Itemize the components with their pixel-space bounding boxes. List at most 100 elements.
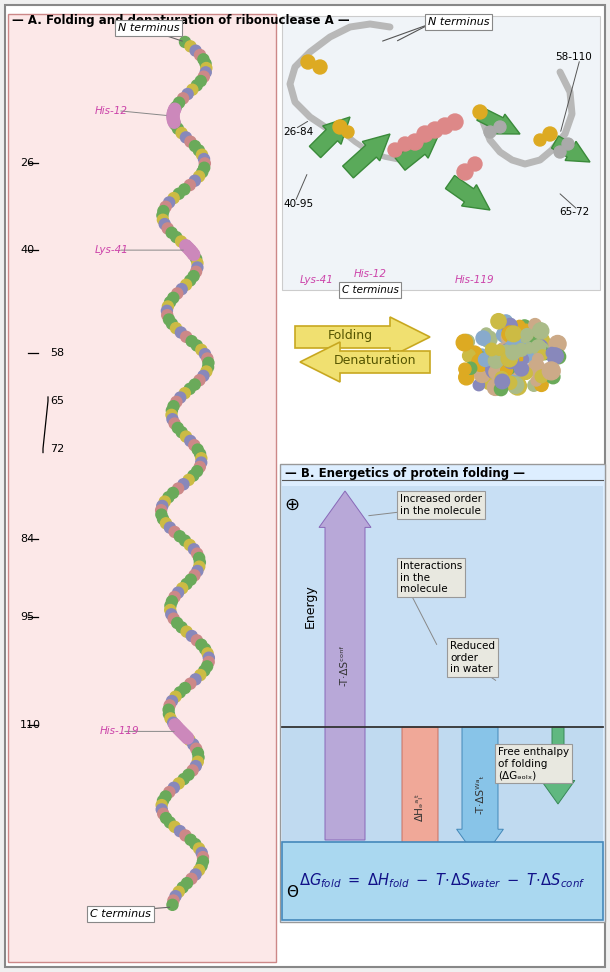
Circle shape: [535, 378, 548, 392]
Circle shape: [531, 339, 548, 357]
Text: His-119: His-119: [455, 275, 495, 285]
Circle shape: [531, 340, 546, 355]
Polygon shape: [477, 108, 520, 134]
Circle shape: [313, 60, 327, 74]
Circle shape: [504, 319, 515, 330]
Circle shape: [176, 622, 187, 633]
Circle shape: [506, 369, 522, 385]
Circle shape: [493, 372, 511, 389]
Circle shape: [176, 284, 187, 295]
Text: 65: 65: [50, 396, 64, 406]
Text: His-12: His-12: [95, 106, 128, 116]
Circle shape: [195, 448, 206, 460]
Circle shape: [199, 643, 210, 654]
Circle shape: [167, 696, 178, 707]
Circle shape: [507, 332, 520, 345]
Circle shape: [185, 435, 196, 446]
Circle shape: [169, 592, 180, 603]
Circle shape: [500, 363, 515, 378]
Circle shape: [156, 800, 167, 811]
Circle shape: [169, 418, 180, 429]
Text: 40: 40: [20, 245, 34, 255]
Circle shape: [173, 189, 184, 199]
Circle shape: [186, 335, 197, 347]
Circle shape: [173, 123, 184, 134]
Text: — A. Folding and denaturation of ribonuclease A —: — A. Folding and denaturation of ribonuc…: [12, 14, 350, 27]
Circle shape: [192, 756, 203, 767]
Circle shape: [178, 479, 189, 490]
Circle shape: [187, 85, 198, 95]
Circle shape: [509, 362, 522, 374]
Circle shape: [533, 323, 549, 339]
Circle shape: [199, 349, 210, 360]
Circle shape: [182, 732, 193, 744]
Circle shape: [194, 374, 205, 386]
Circle shape: [195, 50, 206, 60]
Circle shape: [190, 869, 201, 880]
Circle shape: [502, 350, 515, 364]
Circle shape: [503, 350, 517, 364]
Circle shape: [181, 431, 192, 442]
Circle shape: [164, 700, 175, 711]
Circle shape: [533, 332, 550, 350]
Circle shape: [162, 310, 173, 321]
Circle shape: [301, 55, 315, 69]
Circle shape: [185, 275, 196, 286]
Circle shape: [165, 522, 176, 533]
Circle shape: [158, 809, 169, 819]
Circle shape: [490, 348, 508, 365]
Circle shape: [192, 747, 204, 758]
Circle shape: [160, 791, 171, 802]
Circle shape: [171, 231, 182, 243]
Circle shape: [162, 223, 173, 234]
Ellipse shape: [503, 153, 544, 167]
Bar: [282, 727, 603, 920]
Circle shape: [459, 364, 471, 375]
Circle shape: [168, 613, 179, 624]
Circle shape: [168, 192, 179, 203]
Circle shape: [200, 67, 211, 78]
Circle shape: [196, 453, 207, 464]
Circle shape: [537, 350, 548, 360]
Text: His-119: His-119: [100, 726, 140, 737]
Circle shape: [186, 873, 197, 885]
Circle shape: [201, 62, 212, 74]
Circle shape: [167, 318, 178, 330]
Circle shape: [505, 349, 520, 364]
Circle shape: [501, 360, 515, 374]
Text: 58: 58: [50, 348, 64, 359]
Circle shape: [511, 353, 523, 365]
Circle shape: [182, 242, 194, 254]
Circle shape: [156, 804, 167, 815]
Circle shape: [456, 334, 473, 351]
Circle shape: [170, 101, 181, 113]
Circle shape: [514, 365, 528, 379]
Circle shape: [198, 370, 209, 381]
Circle shape: [168, 717, 179, 728]
Circle shape: [169, 103, 181, 116]
Circle shape: [508, 334, 520, 347]
Circle shape: [503, 369, 515, 381]
Text: ⊕: ⊕: [284, 496, 300, 514]
Circle shape: [169, 821, 180, 832]
Circle shape: [172, 423, 183, 434]
Bar: [280, 464, 605, 922]
Circle shape: [514, 321, 525, 330]
Circle shape: [182, 88, 193, 99]
Circle shape: [165, 605, 176, 615]
Circle shape: [194, 561, 205, 573]
Circle shape: [539, 348, 551, 360]
Circle shape: [167, 899, 178, 911]
Circle shape: [506, 345, 520, 360]
Circle shape: [501, 350, 517, 366]
Text: 40-95: 40-95: [283, 199, 313, 209]
Ellipse shape: [339, 32, 385, 52]
Circle shape: [181, 626, 192, 638]
Circle shape: [494, 121, 506, 133]
Text: 84: 84: [20, 535, 34, 544]
Circle shape: [506, 354, 521, 368]
Circle shape: [199, 665, 210, 677]
Text: -T·ΔSᵂᵃₜ: -T·ΔSᵂᵃₜ: [475, 775, 485, 815]
Circle shape: [171, 323, 182, 333]
Circle shape: [495, 374, 509, 389]
